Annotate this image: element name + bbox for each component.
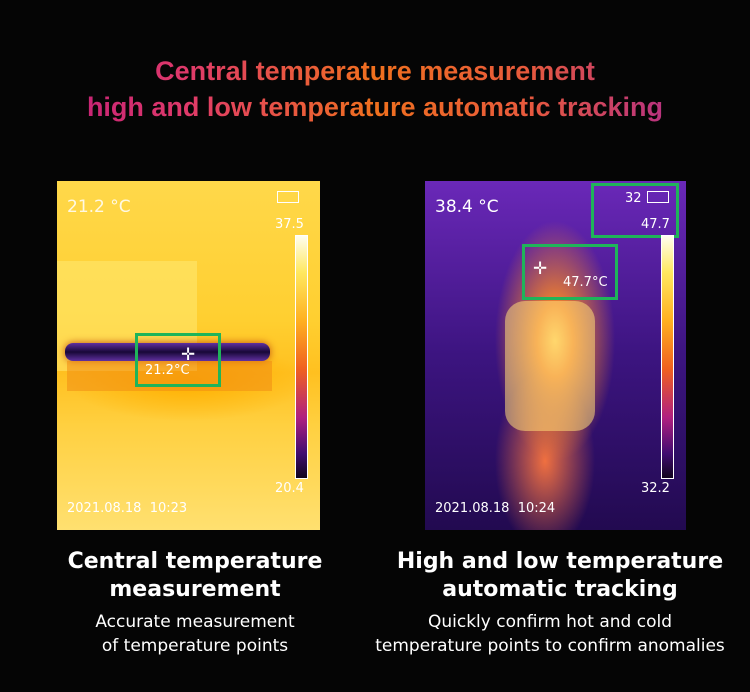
text-line: Quickly confirm hot and cold [427, 612, 673, 632]
thermal-image: 21.2 °C 37.5 20.4 21.2°C ✛ 2021.08.18 10… [57, 181, 320, 530]
crosshair: ✛ [533, 259, 548, 279]
headline: Central temperature measurement [0, 56, 750, 87]
overlay-text: 38.4 °C [435, 197, 499, 217]
overlay-text: 47.7 [641, 217, 670, 232]
text-line: High and low temperature [396, 549, 724, 574]
color-scale [661, 235, 674, 479]
text-line: Accurate measurement [95, 612, 295, 632]
overlay-text: 32 [625, 191, 642, 206]
overlay-text: 2021.08.18 10:24 [435, 501, 556, 516]
thermal-image: 38.4 °C 32 47.7 32.2 ✛ 47.7°C 2021.08.18… [425, 181, 686, 530]
headline: high and low temperature automatic track… [0, 92, 750, 123]
overlay-text: 21.2 °C [67, 197, 131, 217]
caption-text: Quickly confirm hot and cold temperature … [350, 610, 750, 658]
overlay-text: 20.4 [275, 481, 304, 496]
text-line: measurement [109, 577, 281, 602]
overlay-text: 21.2°C [145, 363, 190, 378]
battery-icon [277, 191, 299, 203]
tracking-box [135, 333, 221, 387]
overlay-text: 32.2 [641, 481, 670, 496]
tracking-box [522, 244, 618, 300]
crosshair: ✛ [181, 345, 196, 365]
text-line: automatic tracking [442, 577, 678, 602]
caption-text: Accurate measurement of temperature point… [40, 610, 350, 658]
text-line: Central temperature [67, 549, 323, 574]
caption-title: Central temperature measurement [40, 548, 350, 604]
text-line: temperature points to confirm anomalies [375, 636, 725, 656]
overlay-text: 37.5 [275, 217, 304, 232]
overlay-text: 2021.08.18 10:23 [67, 501, 188, 516]
text-line: of temperature points [101, 636, 289, 656]
battery-icon [647, 191, 669, 203]
caption-title: High and low temperature automatic tracki… [390, 548, 730, 604]
tracking-box [591, 183, 679, 238]
color-scale [295, 235, 308, 479]
overlay-text: 47.7°C [563, 275, 608, 290]
